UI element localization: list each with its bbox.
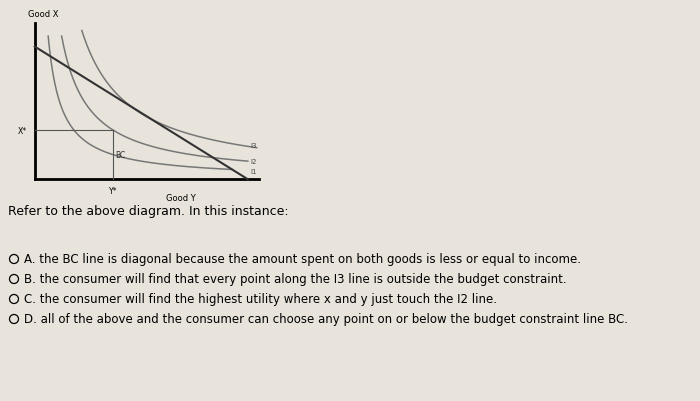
Text: I2: I2 <box>250 158 256 164</box>
Text: I3: I3 <box>250 142 256 148</box>
Text: D. all of the above and the consumer can choose any point on or below the budget: D. all of the above and the consumer can… <box>24 313 628 326</box>
Text: Y*: Y* <box>109 187 118 196</box>
Text: I1: I1 <box>250 169 256 175</box>
Text: Good Y: Good Y <box>166 194 195 203</box>
Text: A. the BC line is diagonal because the amount spent on both goods is less or equ: A. the BC line is diagonal because the a… <box>24 253 581 266</box>
Text: C. the consumer will find the highest utility where x and y just touch the I2 li: C. the consumer will find the highest ut… <box>24 293 497 306</box>
Text: BC: BC <box>115 150 125 159</box>
Text: Good X: Good X <box>28 10 59 19</box>
Text: Refer to the above diagram. In this instance:: Refer to the above diagram. In this inst… <box>8 205 288 217</box>
Text: X*: X* <box>18 126 27 136</box>
Text: B. the consumer will find that every point along the I3 line is outside the budg: B. the consumer will find that every poi… <box>24 273 566 286</box>
